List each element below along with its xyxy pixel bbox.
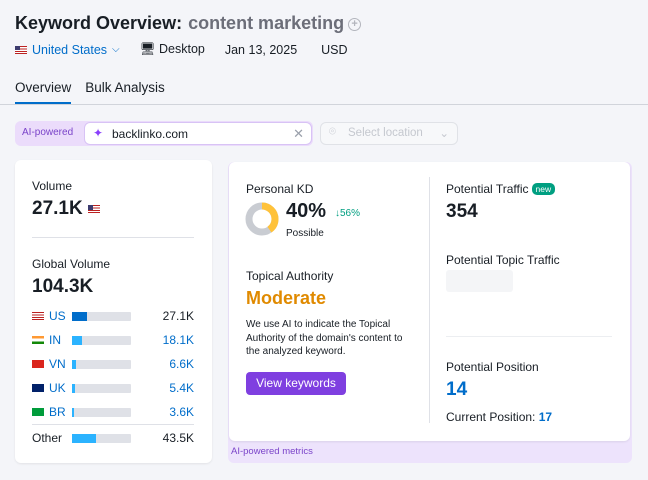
volume-bar-fill: [72, 311, 88, 321]
global-volume-value: 104.3K: [32, 276, 94, 297]
desktop-icon: 🖥: [139, 42, 156, 56]
personal-kd-label: Personal KD: [246, 182, 314, 196]
potential-traffic-label: Potential Traffic: [446, 182, 529, 196]
domain-input[interactable]: ✦ backlinko.com ✕: [84, 122, 312, 145]
tab-bulk-analysis[interactable]: Bulk Analysis: [85, 80, 165, 95]
volume-bar-fill: [72, 335, 83, 345]
country-code: UK: [49, 381, 66, 395]
title-label: Keyword Overview:: [15, 13, 183, 33]
country-volume: 5.4K: [169, 381, 194, 395]
volume-bar: [72, 407, 131, 417]
country-row-other: Other 43.5K: [32, 430, 194, 446]
country-row-vn: VN 6.6K: [32, 356, 194, 372]
clear-icon[interactable]: ✕: [293, 126, 304, 141]
us-flag-icon: [15, 45, 27, 54]
country-link[interactable]: IN: [32, 333, 72, 347]
volume-bar-fill: [72, 407, 74, 417]
country-link[interactable]: VN: [32, 357, 72, 371]
volume-bar: [72, 433, 131, 443]
volume-bar: [72, 335, 131, 345]
country-code: BR: [49, 405, 66, 419]
chevron-down-icon: ⌵: [112, 44, 120, 55]
view-keywords-button[interactable]: View keywords: [246, 372, 346, 395]
country-code: Other: [32, 431, 63, 445]
device-label: Desktop: [159, 42, 205, 56]
tab-overview[interactable]: Overview: [15, 80, 72, 104]
us-flag-icon: [87, 205, 100, 213]
page-title: Keyword Overview: content marketing +: [15, 13, 362, 34]
volume-bar-fill: [72, 433, 97, 443]
divider: [446, 336, 612, 337]
volume-card: Volume 27.1K Global Volume 104.3K US 27.1…: [15, 160, 212, 463]
flag-icon: [32, 384, 44, 392]
country-row-br: BR 3.6K: [32, 404, 194, 420]
country-row-in: IN 18.1K: [32, 332, 194, 348]
country-volume: 6.6K: [169, 357, 194, 371]
volume-value: 27.1K: [32, 198, 83, 219]
location-placeholder: Select location: [348, 127, 423, 139]
country-link[interactable]: BR: [32, 405, 72, 419]
volume-bar-fill: [72, 359, 76, 369]
topic-traffic-placeholder: [446, 270, 513, 292]
ai-metrics-panel: Personal KD 40% ↓56% Possible Topical Au…: [228, 162, 632, 463]
currency: USD: [321, 42, 348, 57]
volume-bar-fill: [72, 383, 75, 393]
keyword: content marketing: [188, 13, 345, 33]
device: 🖥 Desktop: [140, 42, 205, 57]
ai-metrics-footer: AI-powered metrics: [231, 446, 313, 457]
country-link[interactable]: US: [32, 309, 72, 323]
volume-label: Volume: [32, 179, 73, 193]
volume-bar: [72, 359, 131, 369]
metrics-card: Personal KD 40% ↓56% Possible Topical Au…: [229, 162, 630, 441]
volume-bar: [72, 311, 131, 321]
divider: [429, 177, 430, 423]
country-row-us: US 27.1K: [32, 308, 194, 324]
flag-icon: [32, 360, 44, 368]
location-select[interactable]: ⌾ Select location ⌄: [320, 122, 458, 145]
flag-icon: [32, 408, 44, 416]
flag-icon: [32, 336, 44, 344]
kd-change: ↓56%: [335, 208, 361, 219]
add-icon[interactable]: +: [348, 18, 362, 31]
tab-divider: [0, 104, 648, 105]
country-link[interactable]: UK: [32, 381, 72, 395]
country-code: US: [49, 309, 66, 323]
country-code: VN: [49, 357, 66, 371]
flag-icon: [32, 312, 44, 320]
country-label: United States: [32, 42, 108, 57]
date: Jan 13, 2025: [224, 42, 298, 57]
location-pin-icon: ⌾: [329, 126, 336, 138]
divider: [32, 237, 194, 238]
potential-position-value: 14: [446, 379, 468, 400]
country-volume: 18.1K: [162, 333, 194, 347]
global-volume-label: Global Volume: [32, 257, 111, 271]
topical-authority-value: Moderate: [246, 288, 327, 308]
potential-traffic-value: 354: [446, 201, 478, 222]
new-badge: new: [531, 183, 556, 195]
kd-donut-fill: [245, 202, 279, 236]
volume-bar: [72, 383, 131, 393]
current-position-value: 17: [538, 410, 553, 424]
domain-value: backlinko.com: [112, 127, 189, 141]
kd-text: Possible: [286, 228, 324, 239]
kd-value: 40%: [286, 200, 327, 222]
potential-topic-traffic-label: Potential Topic Traffic: [446, 253, 560, 267]
potential-position-label: Potential Position: [446, 360, 539, 374]
chevron-down-icon: ⌄: [439, 128, 449, 140]
country-row-uk: UK 5.4K: [32, 380, 194, 396]
ai-badge: AI-powered: [22, 127, 74, 138]
country-volume: 27.1K: [162, 309, 194, 323]
current-position-label: Current Position:: [446, 410, 536, 424]
sparkle-icon: ✦: [93, 126, 104, 140]
ai-domain-search: AI-powered ✦ backlinko.com ✕: [15, 121, 313, 146]
divider: [32, 424, 194, 425]
kd-donut: [245, 202, 279, 236]
country-volume: 43.5K: [162, 431, 194, 445]
topical-authority-description: We use AI to indicate the Topical Author…: [246, 319, 403, 357]
country-selector[interactable]: United States ⌵: [15, 43, 120, 57]
topical-authority-label: Topical Authority: [246, 269, 334, 283]
country-volume: 3.6K: [169, 405, 194, 419]
country-code: IN: [49, 333, 61, 347]
